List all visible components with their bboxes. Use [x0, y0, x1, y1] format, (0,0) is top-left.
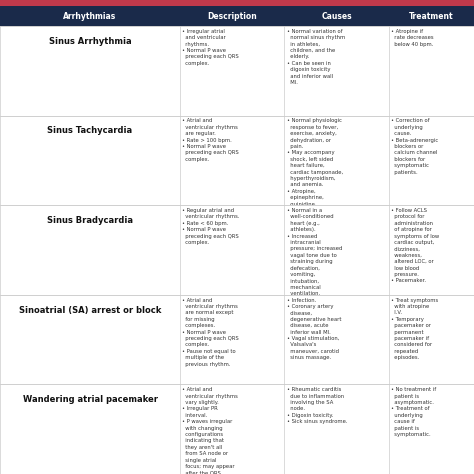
Text: • Rheumatic carditis
  due to inflammation
  involving the SA
  node.
• Digoxin : • Rheumatic carditis due to inflammation…: [287, 387, 347, 424]
Text: Wandering atrial pacemaker: Wandering atrial pacemaker: [23, 395, 157, 404]
Text: • Atrial and
  ventricular rhythms
  are normal except
  for missing
  complexes: • Atrial and ventricular rhythms are nor…: [182, 298, 239, 366]
Text: Sinus Arrhythmia: Sinus Arrhythmia: [49, 37, 131, 46]
Text: • Infection.
• Coronary artery
  disease,
  degenerative heart
  disease, acute
: • Infection. • Coronary artery disease, …: [287, 298, 341, 360]
Text: • Atrial and
  ventricular rhythms
  vary slightly.
• Irregular PR
  interval.
•: • Atrial and ventricular rhythms vary sl…: [182, 387, 238, 474]
Text: Sinus Tachycardia: Sinus Tachycardia: [47, 127, 133, 136]
Text: • Normal physiologic
  response to fever,
  exercise, anxiety,
  dehydration, or: • Normal physiologic response to fever, …: [287, 118, 343, 219]
Text: • Normal variation of
  normal sinus rhythm
  in athletes,
  children, and the
 : • Normal variation of normal sinus rhyth…: [287, 29, 345, 85]
Text: Causes: Causes: [321, 12, 352, 20]
Text: • Atropine if
  rate decreases
  below 40 bpm.: • Atropine if rate decreases below 40 bp…: [391, 29, 434, 46]
Text: • Normal in a
  well-conditioned
  heart (e.g.,
  athletes).
• Increased
  intra: • Normal in a well-conditioned heart (e.…: [287, 208, 342, 296]
Text: Sinus Bradycardia: Sinus Bradycardia: [47, 216, 133, 225]
Text: • Correction of
  underlying
  cause.
• Beta-adrenergic
  blockers or
  calcium : • Correction of underlying cause. • Beta…: [391, 118, 438, 174]
Text: • Regular atrial and
  ventricular rhythms.
• Rate < 60 bpm.
• Normal P wave
  p: • Regular atrial and ventricular rhythms…: [182, 208, 240, 245]
Text: Treatment: Treatment: [409, 12, 454, 20]
Text: • Follow ACLS
  protocol for
  administration
  of atropine for
  symptoms of lo: • Follow ACLS protocol for administratio…: [391, 208, 439, 283]
Text: • Treat symptoms
  with atropine
  I.V.
• Temporary
  pacemaker or
  permanent
 : • Treat symptoms with atropine I.V. • Te…: [391, 298, 438, 360]
Text: • Atrial and
  ventricular rhythms
  are regular.
• Rate > 100 bpm.
• Normal P w: • Atrial and ventricular rhythms are reg…: [182, 118, 239, 162]
Text: • Irregular atrial
  and ventricular
  rhythms.
• Normal P wave
  preceding each: • Irregular atrial and ventricular rhyth…: [182, 29, 239, 66]
Text: Arrhythmias: Arrhythmias: [64, 12, 117, 20]
Text: • No treatment if
  patient is
  asymptomatic.
• Treatment of
  underlying
  cau: • No treatment if patient is asymptomati…: [391, 387, 436, 437]
Text: Description: Description: [208, 12, 257, 20]
Text: Sinoatrial (SA) arrest or block: Sinoatrial (SA) arrest or block: [19, 306, 161, 315]
